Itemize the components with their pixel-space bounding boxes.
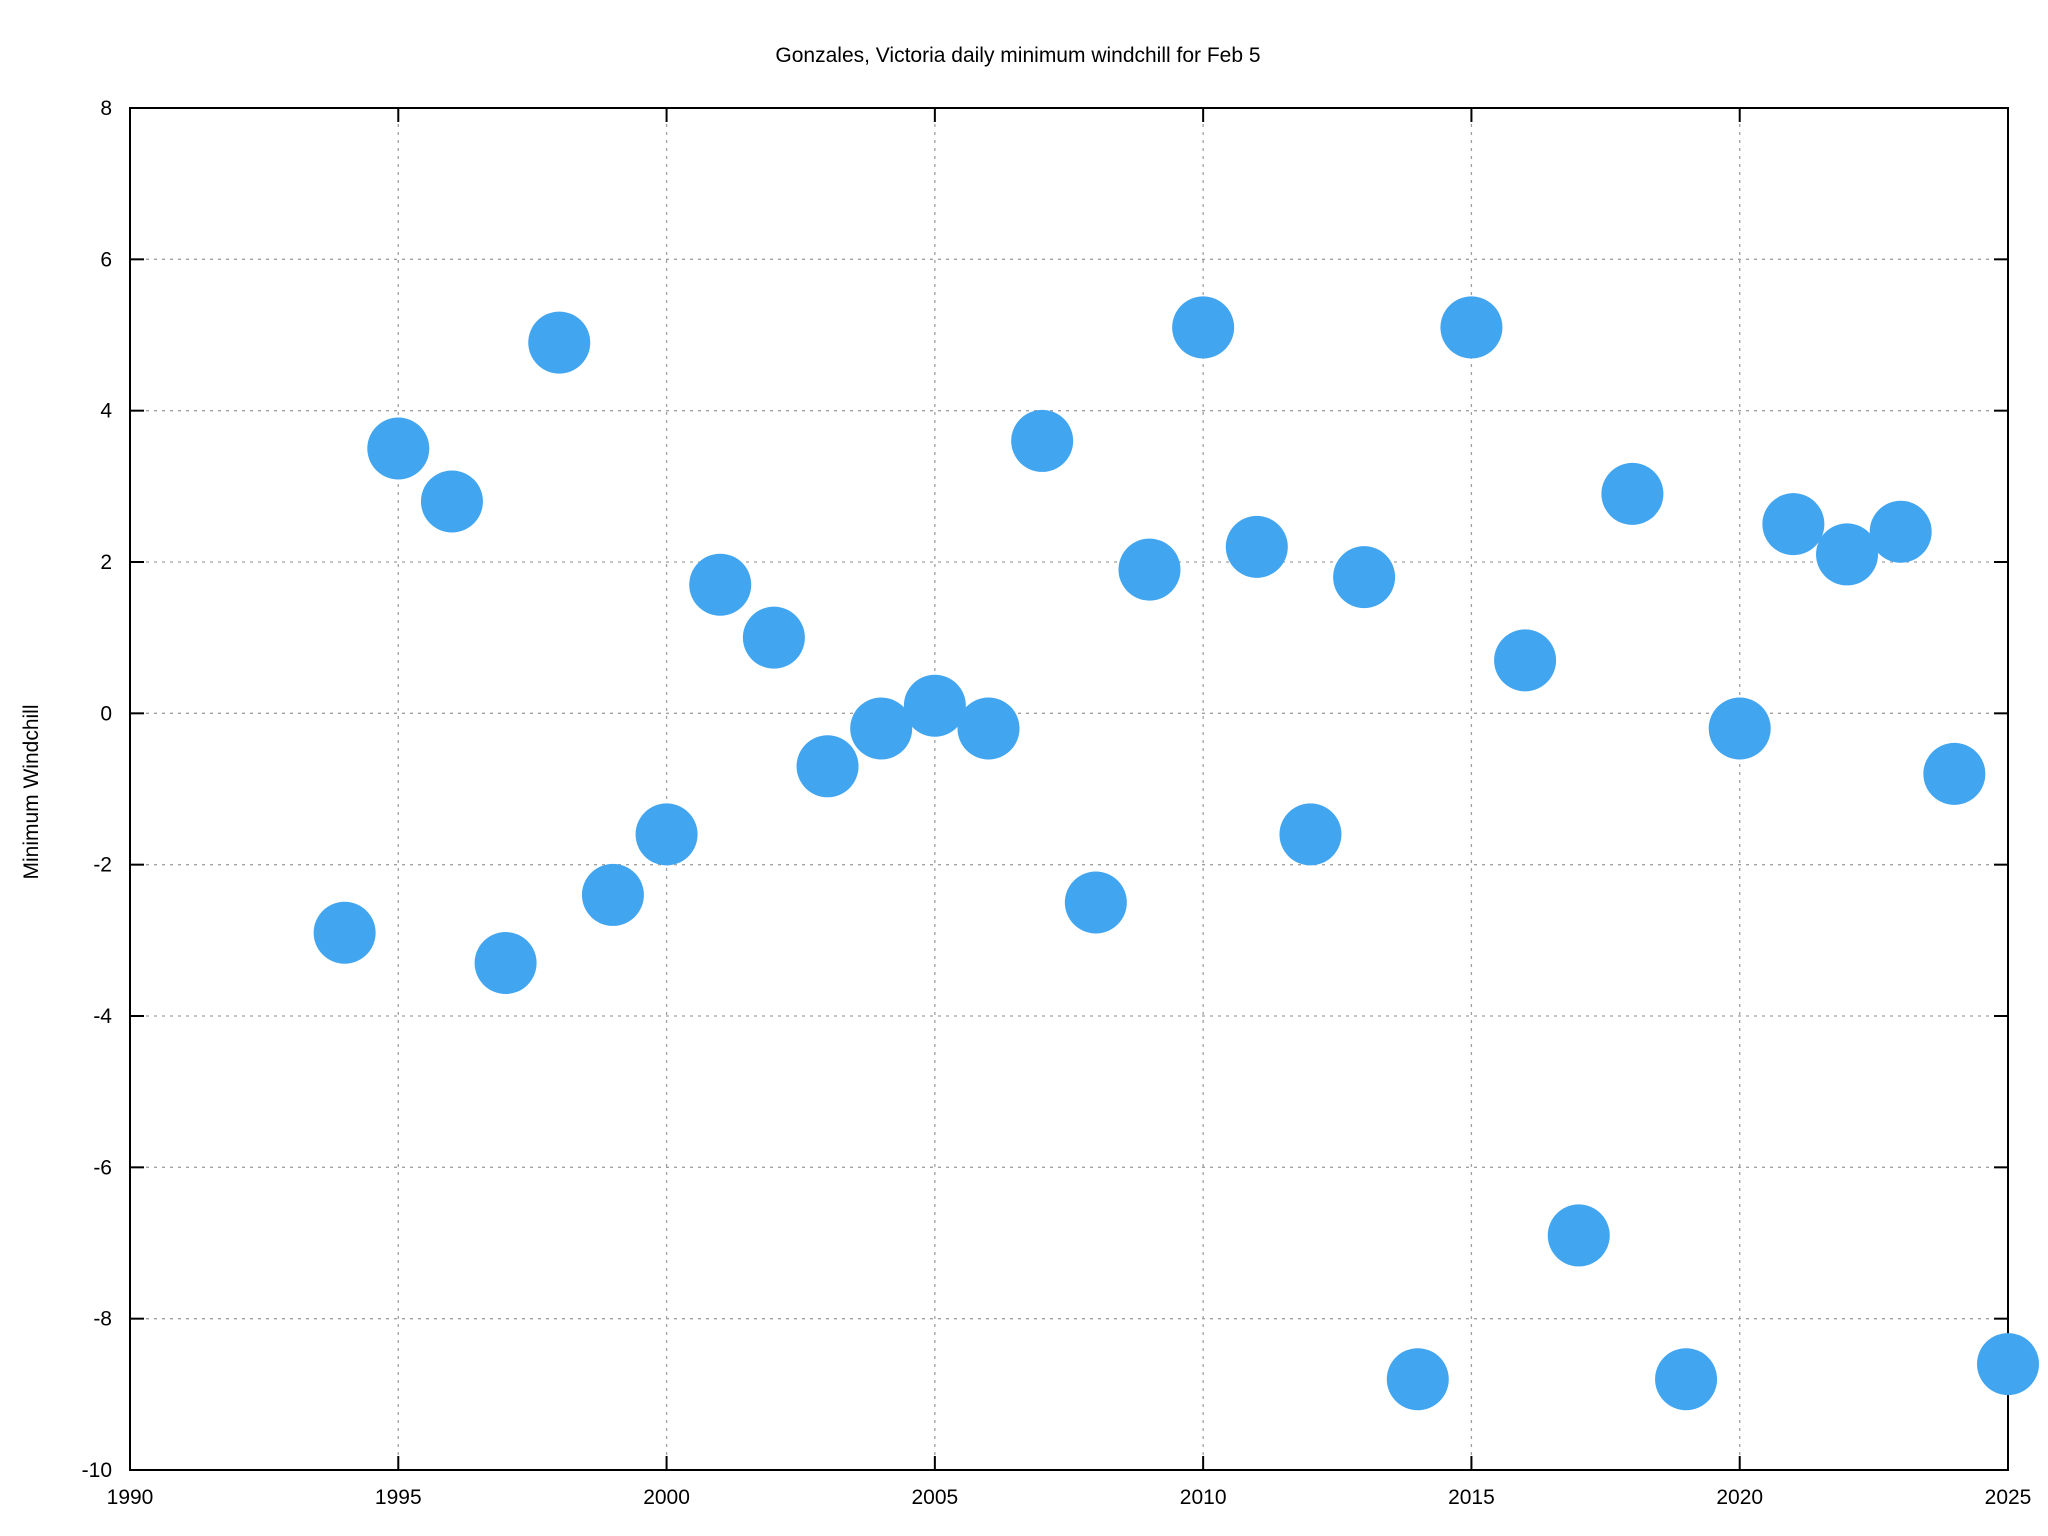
x-tick-label: 2000 — [643, 1486, 690, 1509]
y-tick-label: 0 — [100, 702, 112, 725]
y-tick-label: -2 — [93, 854, 112, 877]
data-point — [528, 311, 591, 374]
axis-ticks — [129, 107, 2009, 1471]
data-point — [850, 697, 913, 760]
data-point — [1816, 523, 1879, 586]
y-tick-label: 6 — [100, 248, 112, 271]
data-point — [1977, 1333, 2039, 1396]
data-point — [1869, 500, 1932, 563]
data-point — [1762, 493, 1825, 556]
x-tick-label: 2015 — [1448, 1486, 1495, 1509]
y-tick-label: -4 — [93, 1005, 112, 1028]
plot-frame — [129, 107, 2009, 1471]
y-axis-label: Minimum Windchill — [20, 704, 43, 879]
data-point — [1333, 546, 1396, 609]
y-tick-label: -6 — [93, 1156, 112, 1179]
data-point — [742, 606, 805, 669]
y-tick-label: 2 — [100, 551, 112, 574]
data-point — [796, 735, 859, 798]
x-tick-label: 2005 — [911, 1486, 958, 1509]
data-point — [1494, 629, 1557, 692]
data-point — [420, 470, 483, 533]
data-point — [1440, 296, 1503, 359]
data-point — [1011, 409, 1074, 472]
data-point — [1547, 1204, 1610, 1267]
data-point — [581, 863, 644, 926]
data-point — [1708, 697, 1771, 760]
data-point — [689, 553, 752, 616]
y-tick-label: 8 — [100, 97, 112, 120]
data-point — [1923, 742, 1986, 805]
data-point — [1601, 462, 1664, 525]
x-tick-label: 2010 — [1180, 1486, 1227, 1509]
x-tick-label: 2020 — [1716, 1486, 1763, 1509]
x-tick-label: 2025 — [1985, 1486, 2032, 1509]
x-tick-labels: 1990 1995 2000 2005 2010 2015 2020 2025 — [107, 1486, 2032, 1509]
data-point — [957, 697, 1020, 760]
grid-lines — [130, 108, 2008, 1470]
x-tick-label: 1995 — [375, 1486, 422, 1509]
data-point — [635, 803, 698, 866]
data-point — [1225, 515, 1288, 578]
y-tick-label: -8 — [93, 1308, 112, 1331]
y-tick-label: -10 — [82, 1459, 112, 1482]
data-point — [1172, 296, 1235, 359]
x-tick-label: 1990 — [107, 1486, 154, 1509]
data-point — [903, 674, 966, 737]
data-point — [367, 417, 430, 480]
y-tick-labels: -10 -8 -6 -4 -2 0 2 4 6 8 — [82, 97, 113, 1482]
data-point — [1279, 803, 1342, 866]
data-point — [1118, 538, 1181, 601]
y-tick-label: 4 — [100, 400, 112, 423]
data-point — [1655, 1348, 1718, 1411]
data-point — [313, 901, 376, 964]
data-points — [313, 296, 2039, 1411]
data-point — [1064, 871, 1127, 934]
data-point — [474, 932, 537, 995]
data-point — [1386, 1348, 1449, 1411]
chart-title: Gonzales, Victoria daily minimum windchi… — [775, 44, 1260, 67]
